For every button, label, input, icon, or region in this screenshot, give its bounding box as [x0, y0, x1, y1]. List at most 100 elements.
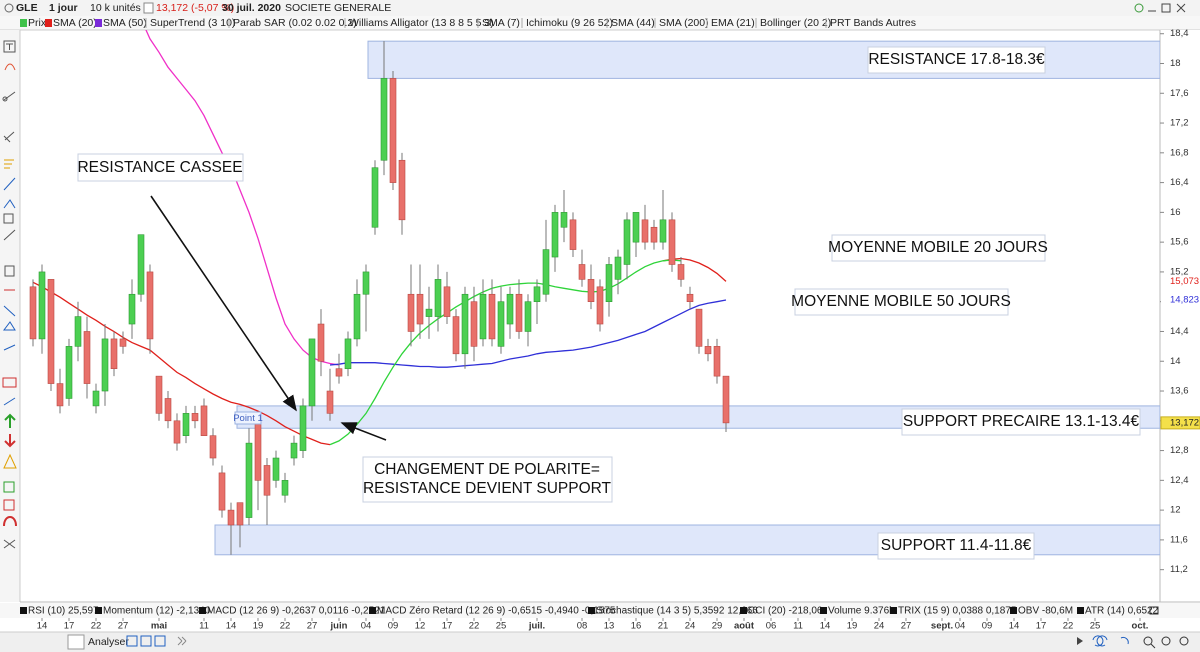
- indicator-label[interactable]: MACD (12 26 9) -0,2637 0,0116 -0,2521: [207, 606, 386, 617]
- legend-entry[interactable]: Parab SAR (0.02 0.02 0.2): [233, 17, 357, 29]
- legend-swatch: [20, 19, 27, 27]
- candle-body: [506, 293, 514, 325]
- indicator-label[interactable]: ATR (14) 0,6522: [1085, 606, 1159, 617]
- indicator-label[interactable]: Momentum (12) -2,1340: [103, 606, 211, 617]
- legend-entry[interactable]: SMA (7): [482, 17, 520, 29]
- candle-body: [173, 420, 181, 444]
- candle-body: [218, 472, 226, 511]
- search-icon[interactable]: [4, 3, 14, 13]
- period[interactable]: 1 jour: [49, 2, 78, 14]
- candle-body: [317, 323, 325, 362]
- indicator-swatch: [369, 607, 376, 614]
- candle-body: [281, 480, 289, 496]
- legend-swatch: [95, 19, 102, 27]
- zone-label: RESISTANCE 17.8-18.3€: [868, 51, 1045, 68]
- candle-body: [614, 256, 622, 280]
- x-tick-label: sept.: [931, 621, 953, 632]
- candle-body: [569, 219, 577, 250]
- candle-body: [308, 338, 316, 407]
- candle-body: [128, 293, 136, 325]
- candle-body: [290, 442, 298, 459]
- candle-body: [371, 167, 379, 228]
- annotation: RESISTANCE DEVIENT SUPPORT: [363, 480, 612, 497]
- indicator-label[interactable]: MACD Zéro Retard (12 26 9) -0,6515 -0,49…: [377, 606, 616, 617]
- y-tick-label: 16,4: [1170, 177, 1189, 188]
- candle-body: [497, 301, 505, 347]
- candle-body: [677, 264, 685, 280]
- candle-body: [551, 212, 559, 258]
- title-bar: [0, 0, 1200, 16]
- tool-icons[interactable]: [2, 40, 17, 549]
- candle-body: [470, 301, 478, 347]
- analyze-icon[interactable]: [67, 634, 85, 650]
- y-tick-label: 14,4: [1170, 326, 1189, 337]
- x-tick-label: 17: [64, 621, 75, 632]
- indicator-bar: [0, 603, 1200, 618]
- indicator-label[interactable]: CCI (20) -218,06: [748, 606, 823, 617]
- annotation: CHANGEMENT DE POLARITE=: [374, 461, 600, 478]
- y-tick-label: 16: [1170, 207, 1181, 218]
- candle-body: [515, 293, 523, 332]
- layout-icon[interactable]: [1149, 606, 1159, 615]
- y-tick-label: 15,2: [1170, 266, 1189, 277]
- indicator-label[interactable]: RSI (10) 25,597: [28, 606, 99, 617]
- legend-entry[interactable]: Prix: [28, 17, 47, 29]
- annotation-box: [362, 456, 613, 503]
- moving-average-line: [329, 299, 727, 368]
- instrument-name: SOCIETE GENERALE: [285, 2, 391, 14]
- legend-entry[interactable]: SMA (44): [611, 17, 655, 29]
- status-icons[interactable]: [126, 635, 1189, 649]
- candle-body: [650, 226, 658, 243]
- legend-entry[interactable]: SuperTrend (3 10): [150, 17, 235, 29]
- indicator-label[interactable]: Volume 9.376k: [828, 606, 895, 617]
- y-tick-label: 16,8: [1170, 147, 1189, 158]
- legend-entry[interactable]: SMA (200): [659, 17, 709, 29]
- x-tick-label: 09: [388, 621, 399, 632]
- candle-body: [389, 78, 397, 183]
- indicator-swatch: [820, 607, 827, 614]
- candle-body: [524, 301, 532, 332]
- legend-entry[interactable]: SMA (50): [103, 17, 147, 29]
- indicator-label[interactable]: TRIX (15 9) 0,0388 0,1875: [898, 606, 1017, 617]
- indicator-swatch: [740, 607, 747, 614]
- window-controls[interactable]: [1134, 3, 1186, 13]
- x-tick-label: 08: [577, 621, 588, 632]
- indicator-swatch: [20, 607, 27, 614]
- candle-body: [380, 78, 388, 161]
- y-tick-label: 12,4: [1170, 475, 1189, 486]
- candle-body: [299, 405, 307, 451]
- x-tick-label: 16: [631, 621, 642, 632]
- legend-entry[interactable]: PRT Bands Autres: [830, 17, 916, 29]
- indicator-swatch: [588, 607, 595, 614]
- x-tick-label: 11: [199, 621, 209, 632]
- x-tick-label: 19: [847, 621, 858, 632]
- candle-body: [326, 390, 334, 414]
- zone-label-box: [877, 532, 1035, 560]
- legend-entry[interactable]: EMA (21): [711, 17, 755, 29]
- price-marker-label: 14,823: [1170, 294, 1199, 305]
- legend-entry[interactable]: Bollinger (20 2): [760, 17, 831, 29]
- indicator-label[interactable]: OBV -80,6M: [1018, 606, 1073, 617]
- x-tick-label: 17: [442, 621, 453, 632]
- analyze-button[interactable]: Analyser: [88, 636, 129, 648]
- legend-entry[interactable]: Williams Alligator (13 8 8 5 5 3): [349, 17, 494, 29]
- candle-body: [29, 286, 37, 340]
- candle-body: [416, 293, 424, 325]
- x-tick-label: 14: [820, 621, 831, 632]
- candle-body: [686, 293, 694, 302]
- y-tick-label: 13,6: [1170, 386, 1189, 397]
- legend-entry[interactable]: Ichimoku (9 26 52): [526, 17, 613, 29]
- annotation: MOYENNE MOBILE 50 JOURS: [791, 293, 1011, 310]
- indicator-swatch: [1077, 607, 1084, 614]
- candle-body: [344, 338, 352, 369]
- indicator-label[interactable]: Stochastique (14 3 5) 5,3592 12,666: [596, 606, 758, 617]
- x-tick-label: 21: [658, 621, 669, 632]
- info-icon[interactable]: [143, 2, 154, 14]
- candle-body: [155, 375, 163, 414]
- candle-body: [110, 338, 118, 369]
- indicator-swatch: [1010, 607, 1017, 614]
- legend-entry[interactable]: SMA (20): [53, 17, 97, 29]
- candle-body: [47, 279, 55, 384]
- symbol[interactable]: GLE: [16, 2, 38, 14]
- units[interactable]: 10 k unités: [90, 2, 141, 14]
